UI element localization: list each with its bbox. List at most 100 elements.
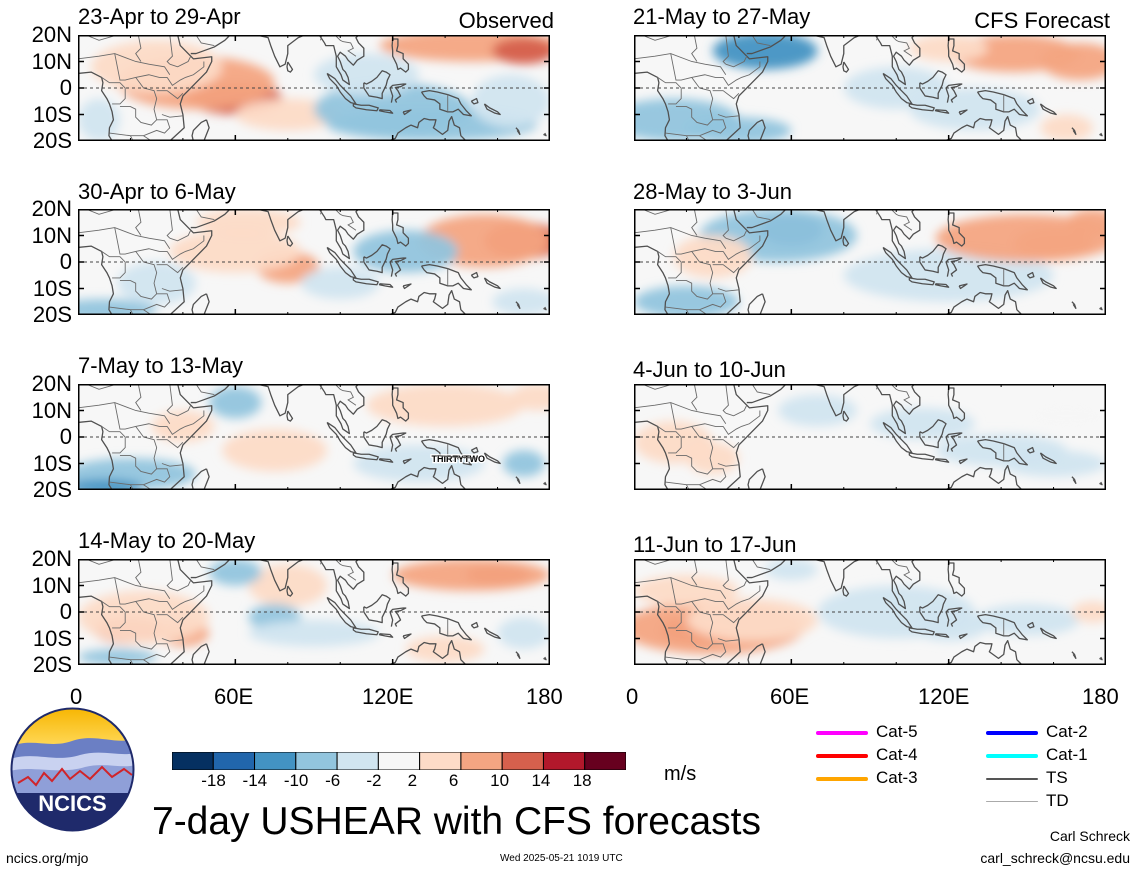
shear-anomaly: [1040, 114, 1093, 141]
lat-label: 20S: [32, 477, 72, 502]
shear-anomaly: [686, 598, 818, 642]
shear-map-2: [634, 35, 1106, 141]
shear-anomaly: [1066, 209, 1106, 236]
legend-label: Cat-5: [876, 722, 918, 741]
map-panel-8: [634, 559, 1106, 665]
shear-anomaly: [1071, 601, 1106, 623]
panel-title-8: 11-Jun to 17-Jun: [633, 532, 797, 557]
panel-title-7: 14-May to 20-May: [78, 528, 256, 553]
shear-anomaly: [248, 619, 380, 647]
shear-anomaly: [117, 262, 196, 305]
colorbar-units: m/s: [664, 763, 697, 785]
lon-label-0-right: 0: [626, 684, 639, 709]
shear-anomaly: [209, 386, 262, 419]
lat-label: 0: [59, 424, 72, 449]
lat-label: 0: [59, 599, 72, 624]
lon-label-60e-right: 60E: [770, 684, 810, 709]
main-title: 7-day USHEAR with CFS forecasts: [152, 800, 762, 843]
legend-line: [986, 801, 1038, 802]
colorbar-tick-label: -14: [242, 771, 268, 790]
legend-label: Cat-1: [1046, 745, 1088, 764]
shear-anomaly: [974, 604, 1080, 636]
map-panel-4: [634, 209, 1106, 315]
lat-label: 20S: [32, 128, 72, 153]
colorbar-swatch: [171, 751, 214, 771]
legend-line: [986, 754, 1038, 758]
lon-label-120e-right: 120E: [918, 684, 970, 709]
shear-anomaly: [78, 479, 144, 490]
panel-title-2: 21-May to 27-May: [633, 4, 811, 29]
shear-anomaly: [1040, 42, 1106, 81]
shear-anomaly: [353, 444, 485, 483]
map-panel-3: [78, 209, 550, 315]
shear-anomaly: [634, 574, 739, 607]
shear-anomaly: [353, 230, 459, 273]
colorbar-swatch: [584, 751, 627, 771]
shear-anomaly: [392, 559, 550, 591]
lon-label-180-right: 180: [1082, 684, 1119, 709]
legend-line: [816, 777, 868, 781]
colorbar-swatch: [419, 751, 462, 771]
lat-label: 10N: [31, 222, 72, 248]
colorbar-swatch: [460, 751, 503, 771]
panel-title-4: 28-May to 3-Jun: [633, 179, 792, 204]
shear-map-6: [634, 384, 1106, 490]
colorbar-tick-label: 14: [531, 771, 551, 790]
shear-anomaly: [169, 230, 301, 273]
site-link[interactable]: ncics.org/mjo: [6, 850, 89, 866]
lat-label: 20N: [31, 371, 72, 396]
shear-anomaly: [492, 37, 550, 65]
logo-text: NCICS: [38, 791, 106, 816]
panel-title-3: 30-Apr to 6-May: [78, 179, 236, 204]
lat-label: 10N: [31, 397, 72, 423]
shear-anomaly: [1027, 402, 1106, 430]
lat-label: 10S: [32, 101, 72, 127]
shear-anomaly: [765, 559, 818, 581]
map-panel-1: [78, 35, 550, 141]
shear-anomaly: [1014, 227, 1093, 260]
shear-anomaly: [909, 609, 988, 642]
map-panel-7: [78, 559, 550, 665]
lat-label: 20S: [32, 302, 72, 327]
map-panel-5: THIRTYTWO: [78, 384, 550, 490]
author-email[interactable]: carl_schreck@ncsu.edu: [980, 850, 1130, 866]
shear-anomaly: [366, 384, 524, 427]
shear-map-8: [634, 559, 1106, 665]
legend-label: Cat-4: [876, 745, 918, 764]
shear-anomaly: [497, 617, 550, 650]
colorbar-tick-label: 10: [490, 771, 510, 790]
legend-label: TD: [1046, 791, 1069, 810]
shear-anomaly: [235, 98, 341, 131]
shear-anomaly: [248, 564, 328, 607]
timestamp: Wed 2025-05-21 1019 UTC: [500, 853, 623, 864]
colorbar-swatch: [212, 751, 256, 771]
shear-map-5: THIRTYTWO: [78, 384, 550, 490]
shear-anomaly: [843, 66, 949, 110]
shear-anomaly: [502, 450, 545, 477]
lat-label: 20N: [31, 22, 72, 47]
colorbar-tick-label: -6: [325, 771, 341, 790]
shear-anomaly: [471, 74, 550, 128]
legend-line: [986, 731, 1038, 735]
map-panel-2: [634, 35, 1106, 141]
shear-anomaly: [300, 267, 380, 300]
shear-map-4: [634, 209, 1106, 315]
colorbar-swatch: [336, 751, 379, 771]
lon-label-180-left: 180: [526, 684, 563, 709]
lat-label: 10N: [31, 572, 72, 598]
observed-label: Observed: [458, 8, 554, 33]
lat-label: 20N: [31, 546, 72, 571]
lat-label: 20N: [31, 196, 72, 221]
lat-label: 10S: [32, 625, 72, 651]
shear-anomaly: [91, 40, 223, 94]
panel-title-5: 7-May to 13-May: [78, 353, 244, 378]
colorbar-swatch: [542, 751, 586, 771]
colorbar-tick-label: 6: [448, 771, 459, 790]
author: Carl Schreck: [1049, 828, 1130, 844]
lat-label: 10N: [31, 48, 72, 74]
panel-title-6: 4-Jun to 10-Jun: [633, 357, 786, 382]
legend-label: Cat-3: [876, 768, 918, 787]
lon-label-120e-left: 120E: [362, 684, 414, 709]
shear-anomaly: [673, 235, 752, 278]
colorbar-swatch: [377, 751, 421, 771]
